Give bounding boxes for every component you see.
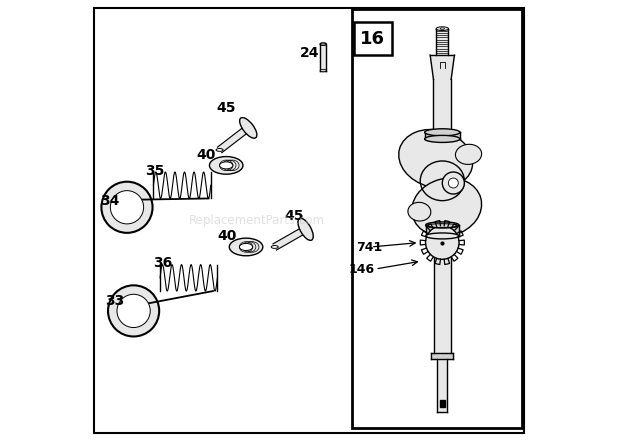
Text: 40: 40	[218, 229, 237, 243]
Ellipse shape	[210, 157, 243, 174]
Circle shape	[448, 178, 458, 188]
Circle shape	[425, 226, 459, 259]
Ellipse shape	[426, 233, 459, 239]
Text: 33: 33	[105, 294, 125, 308]
Ellipse shape	[108, 285, 159, 336]
Polygon shape	[438, 359, 447, 412]
Ellipse shape	[412, 178, 482, 236]
Ellipse shape	[102, 182, 153, 233]
Circle shape	[442, 172, 464, 194]
Ellipse shape	[426, 222, 459, 228]
Ellipse shape	[425, 135, 460, 142]
Ellipse shape	[216, 149, 223, 151]
Ellipse shape	[219, 162, 233, 169]
Polygon shape	[430, 55, 454, 79]
Polygon shape	[432, 353, 453, 359]
Polygon shape	[426, 225, 459, 236]
Ellipse shape	[271, 246, 278, 248]
Text: 741: 741	[356, 241, 383, 254]
Text: 34: 34	[100, 194, 119, 208]
Ellipse shape	[436, 27, 448, 30]
Polygon shape	[320, 44, 326, 71]
Ellipse shape	[240, 118, 257, 138]
Ellipse shape	[239, 243, 253, 250]
Polygon shape	[436, 29, 448, 55]
Polygon shape	[433, 79, 451, 132]
Text: 36: 36	[153, 256, 172, 270]
Ellipse shape	[440, 28, 445, 30]
Ellipse shape	[320, 43, 326, 45]
Text: 40: 40	[197, 148, 216, 162]
Text: ReplacementParts.com: ReplacementParts.com	[189, 214, 325, 227]
Polygon shape	[440, 400, 445, 407]
Text: 16: 16	[360, 30, 386, 48]
Polygon shape	[425, 132, 460, 139]
Text: 35: 35	[145, 164, 164, 178]
Bar	[352, 9, 521, 428]
Polygon shape	[434, 258, 451, 353]
Ellipse shape	[117, 294, 150, 328]
Polygon shape	[273, 226, 308, 250]
Ellipse shape	[229, 238, 263, 256]
Bar	[354, 22, 392, 55]
Ellipse shape	[425, 129, 460, 136]
Ellipse shape	[399, 129, 472, 188]
Text: 45: 45	[285, 209, 304, 223]
Ellipse shape	[110, 191, 144, 224]
Text: 146: 146	[349, 263, 375, 277]
Polygon shape	[218, 125, 250, 153]
Ellipse shape	[456, 144, 482, 164]
Text: 24: 24	[300, 46, 320, 60]
Text: 45: 45	[216, 101, 236, 115]
Ellipse shape	[408, 202, 431, 221]
Ellipse shape	[298, 218, 313, 240]
Ellipse shape	[320, 69, 326, 72]
